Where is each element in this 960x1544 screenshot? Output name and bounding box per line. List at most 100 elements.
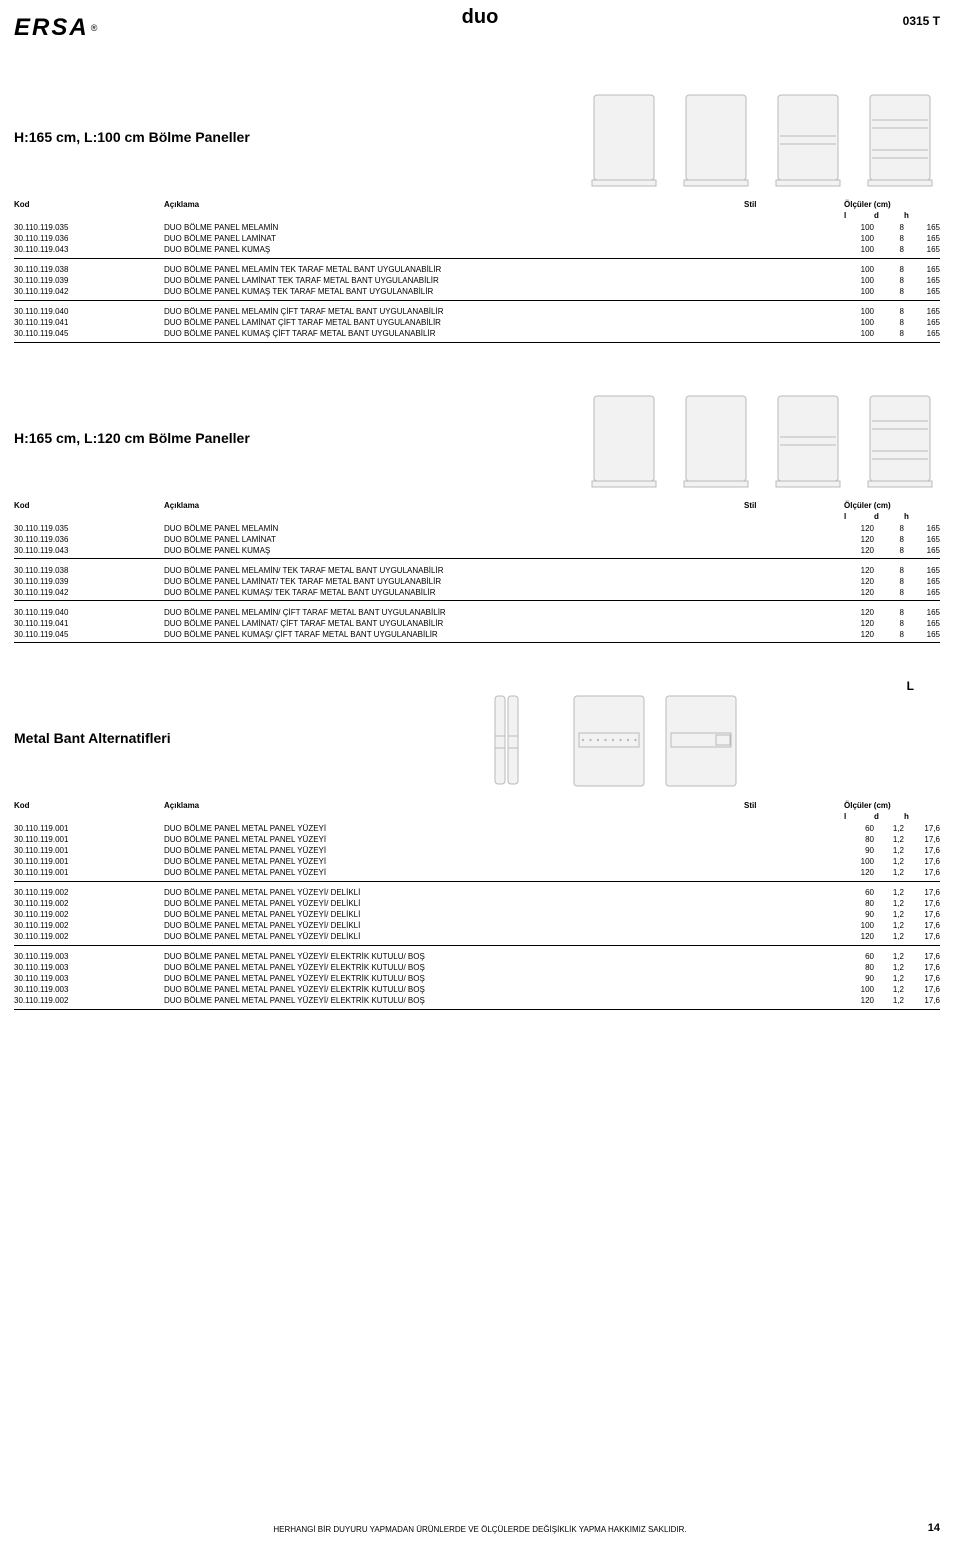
table-row: 30.110.119.002DUO BÖLME PANEL METAL PANE… xyxy=(14,909,940,920)
th-h: h xyxy=(904,211,940,222)
cell-l: 90 xyxy=(844,909,874,920)
panel-thumb-icon xyxy=(477,691,557,791)
cell-l: 100 xyxy=(844,984,874,995)
cell-desc: DUO BÖLME PANEL METAL PANEL YÜZEYİ/ DELİ… xyxy=(164,931,744,942)
cell-stil xyxy=(744,995,844,1006)
table-row: 30.110.119.039DUO BÖLME PANEL LAMİNAT/ T… xyxy=(14,576,940,587)
cell-code: 30.110.119.042 xyxy=(14,286,164,297)
page-number: 14 xyxy=(928,1522,940,1534)
panel-thumb-icon xyxy=(569,691,649,791)
cell-code: 30.110.119.001 xyxy=(14,845,164,856)
section-title: H:165 cm, L:100 cm Bölme Paneller xyxy=(14,129,477,145)
table-row: 30.110.119.042DUO BÖLME PANEL KUMAŞ TEK … xyxy=(14,286,940,297)
cell-d: 1,2 xyxy=(874,962,904,973)
th-l: l xyxy=(844,211,874,222)
thumbs xyxy=(584,391,940,491)
cell-h: 165 xyxy=(904,607,940,618)
th-l: l xyxy=(844,512,874,523)
cell-stil xyxy=(744,286,844,297)
panel-thumb-icon xyxy=(661,691,741,791)
cell-stil xyxy=(744,845,844,856)
thumbs xyxy=(477,691,940,791)
page: duo ERSA ® 0315 T H:165 cm, L:100 cm Böl… xyxy=(0,0,960,1544)
table-row: 30.110.119.041DUO BÖLME PANEL LAMİNAT Çİ… xyxy=(14,317,940,328)
cell-stil xyxy=(744,545,844,556)
table-row: 30.110.119.002DUO BÖLME PANEL METAL PANE… xyxy=(14,931,940,942)
th-h: h xyxy=(904,512,940,523)
cell-stil xyxy=(744,823,844,834)
cell-d: 8 xyxy=(874,275,904,286)
cell-stil xyxy=(744,920,844,931)
cell-h: 17,6 xyxy=(904,867,940,878)
cell-d: 8 xyxy=(874,306,904,317)
cell-l: 100 xyxy=(844,317,874,328)
cell-code: 30.110.119.045 xyxy=(14,328,164,339)
cell-h: 165 xyxy=(904,328,940,339)
cell-d: 8 xyxy=(874,534,904,545)
cell-stil xyxy=(744,233,844,244)
sections-container: H:165 cm, L:100 cm Bölme Paneller KodAçık… xyxy=(14,90,940,1010)
cell-l: 100 xyxy=(844,920,874,931)
cell-l: 90 xyxy=(844,845,874,856)
cell-desc: DUO BÖLME PANEL METAL PANEL YÜZEYİ xyxy=(164,867,744,878)
cell-stil xyxy=(744,587,844,598)
cell-d: 1,2 xyxy=(874,951,904,962)
cell-h: 17,6 xyxy=(904,909,940,920)
cell-stil xyxy=(744,931,844,942)
panel-thumb-icon xyxy=(676,90,756,190)
cell-stil xyxy=(744,867,844,878)
cell-code: 30.110.119.002 xyxy=(14,995,164,1006)
th-d: d xyxy=(874,211,904,222)
cell-l: 120 xyxy=(844,629,874,640)
cell-stil xyxy=(744,973,844,984)
section-title: H:165 cm, L:120 cm Bölme Paneller xyxy=(14,430,477,446)
cell-desc: DUO BÖLME PANEL MELAMİN/ ÇİFT TARAF META… xyxy=(164,607,744,618)
cell-desc: DUO BÖLME PANEL METAL PANEL YÜZEYİ/ DELİ… xyxy=(164,920,744,931)
cell-code: 30.110.119.002 xyxy=(14,909,164,920)
cell-stil xyxy=(744,328,844,339)
table-row: 30.110.119.043DUO BÖLME PANEL KUMAŞ12081… xyxy=(14,545,940,556)
th-olcu: Ölçüler (cm) xyxy=(844,200,940,211)
cell-stil xyxy=(744,887,844,898)
cell-d: 1,2 xyxy=(874,898,904,909)
cell-l: 120 xyxy=(844,931,874,942)
cell-code: 30.110.119.035 xyxy=(14,222,164,233)
cell-code: 30.110.119.001 xyxy=(14,834,164,845)
table-row: 30.110.119.002DUO BÖLME PANEL METAL PANE… xyxy=(14,887,940,898)
cell-desc: DUO BÖLME PANEL MELAMİN ÇİFT TARAF METAL… xyxy=(164,306,744,317)
cell-h: 17,6 xyxy=(904,898,940,909)
section-head: H:165 cm, L:100 cm Bölme Paneller xyxy=(14,90,940,190)
cell-d: 8 xyxy=(874,629,904,640)
th-stil: Stil xyxy=(744,200,844,211)
cell-l: 100 xyxy=(844,264,874,275)
table-row: 30.110.119.036DUO BÖLME PANEL LAMİNAT100… xyxy=(14,233,940,244)
th-desc: Açıklama xyxy=(164,801,744,812)
table-row: 30.110.119.039DUO BÖLME PANEL LAMİNAT TE… xyxy=(14,275,940,286)
cell-l: 60 xyxy=(844,887,874,898)
cell-desc: DUO BÖLME PANEL MELAMİN xyxy=(164,222,744,233)
cell-code: 30.110.119.041 xyxy=(14,618,164,629)
cell-desc: DUO BÖLME PANEL METAL PANEL YÜZEYİ/ ELEK… xyxy=(164,973,744,984)
cell-desc: DUO BÖLME PANEL METAL PANEL YÜZEYİ xyxy=(164,834,744,845)
table-row: 30.110.119.003DUO BÖLME PANEL METAL PANE… xyxy=(14,984,940,995)
cell-l: 120 xyxy=(844,607,874,618)
cell-stil xyxy=(744,984,844,995)
cell-l: 100 xyxy=(844,222,874,233)
cell-stil xyxy=(744,222,844,233)
cell-l: 80 xyxy=(844,898,874,909)
group-divider xyxy=(14,339,940,342)
cell-code: 30.110.119.002 xyxy=(14,887,164,898)
cell-code: 30.110.119.001 xyxy=(14,856,164,867)
cell-d: 8 xyxy=(874,523,904,534)
table-row: 30.110.119.002DUO BÖLME PANEL METAL PANE… xyxy=(14,995,940,1006)
cell-code: 30.110.119.036 xyxy=(14,233,164,244)
cell-desc: DUO BÖLME PANEL KUMAŞ/ ÇİFT TARAF METAL … xyxy=(164,629,744,640)
table-row: 30.110.119.040DUO BÖLME PANEL MELAMİN/ Ç… xyxy=(14,607,940,618)
cell-h: 17,6 xyxy=(904,887,940,898)
cell-desc: DUO BÖLME PANEL METAL PANEL YÜZEYİ/ ELEK… xyxy=(164,995,744,1006)
cell-h: 17,6 xyxy=(904,920,940,931)
cell-d: 1,2 xyxy=(874,856,904,867)
table-row: 30.110.119.038DUO BÖLME PANEL MELAMİN/ T… xyxy=(14,565,940,576)
cell-stil xyxy=(744,898,844,909)
spec-table: KodAçıklamaStilÖlçüler (cm)ldh30.110.119… xyxy=(14,801,940,1010)
